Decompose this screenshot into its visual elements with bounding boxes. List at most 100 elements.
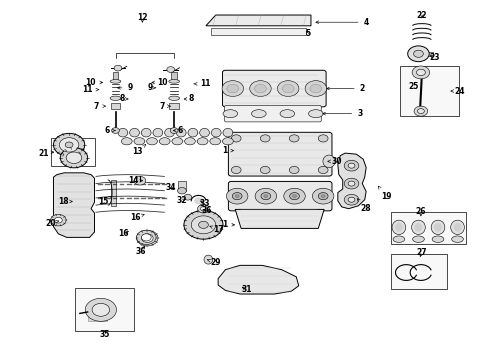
FancyBboxPatch shape xyxy=(224,105,321,122)
Ellipse shape xyxy=(185,138,196,145)
Ellipse shape xyxy=(169,80,179,83)
Bar xyxy=(211,28,306,35)
Text: 9: 9 xyxy=(118,83,133,92)
Ellipse shape xyxy=(147,138,157,145)
Text: 26: 26 xyxy=(416,207,426,216)
Bar xyxy=(391,212,466,244)
Circle shape xyxy=(200,207,206,211)
Circle shape xyxy=(255,84,267,93)
Text: 29: 29 xyxy=(207,258,221,267)
Circle shape xyxy=(348,197,355,202)
Text: 32: 32 xyxy=(176,196,187,205)
Circle shape xyxy=(344,194,359,205)
Circle shape xyxy=(261,193,271,200)
Circle shape xyxy=(137,230,158,246)
Text: 8: 8 xyxy=(119,94,128,103)
Text: 12: 12 xyxy=(137,13,147,22)
Ellipse shape xyxy=(454,223,462,231)
Ellipse shape xyxy=(323,155,335,168)
Circle shape xyxy=(414,106,428,116)
Polygon shape xyxy=(53,173,95,237)
Bar xyxy=(177,181,186,192)
Circle shape xyxy=(66,152,82,163)
Text: 14: 14 xyxy=(128,176,143,185)
Text: 8: 8 xyxy=(184,94,194,103)
Circle shape xyxy=(348,163,355,168)
Ellipse shape xyxy=(110,96,121,100)
Circle shape xyxy=(277,81,299,96)
Text: 3: 3 xyxy=(323,109,363,118)
Text: 16: 16 xyxy=(130,213,144,222)
Circle shape xyxy=(170,128,178,134)
Polygon shape xyxy=(218,265,299,294)
Ellipse shape xyxy=(395,223,403,231)
Ellipse shape xyxy=(393,236,405,242)
Circle shape xyxy=(114,65,122,71)
Circle shape xyxy=(142,234,151,241)
Ellipse shape xyxy=(159,138,170,145)
Text: 20: 20 xyxy=(45,219,59,228)
Circle shape xyxy=(197,204,209,213)
Circle shape xyxy=(59,138,79,152)
Circle shape xyxy=(235,195,239,198)
Text: 15: 15 xyxy=(98,197,112,206)
Circle shape xyxy=(85,298,117,321)
Circle shape xyxy=(313,188,334,204)
Circle shape xyxy=(293,195,296,198)
Text: 11: 11 xyxy=(82,85,99,94)
Text: 5: 5 xyxy=(305,29,310,38)
Circle shape xyxy=(344,178,359,189)
Circle shape xyxy=(416,69,425,76)
Circle shape xyxy=(232,193,242,200)
Bar xyxy=(50,138,95,166)
Ellipse shape xyxy=(130,129,140,137)
Circle shape xyxy=(414,50,423,57)
Circle shape xyxy=(318,135,328,142)
Text: 4: 4 xyxy=(316,18,369,27)
Text: 16: 16 xyxy=(119,229,129,238)
Ellipse shape xyxy=(413,236,424,242)
Ellipse shape xyxy=(251,110,266,118)
Ellipse shape xyxy=(451,220,465,234)
Circle shape xyxy=(255,188,276,204)
Circle shape xyxy=(290,193,299,200)
Circle shape xyxy=(321,195,325,198)
Ellipse shape xyxy=(172,138,183,145)
Text: 33: 33 xyxy=(200,199,210,208)
Text: 21: 21 xyxy=(38,149,54,158)
Circle shape xyxy=(412,66,430,79)
Text: 18: 18 xyxy=(58,197,73,206)
Ellipse shape xyxy=(210,138,220,145)
Text: 36: 36 xyxy=(135,246,146,256)
Text: 1: 1 xyxy=(222,220,235,229)
Ellipse shape xyxy=(118,129,128,137)
Circle shape xyxy=(289,166,299,174)
Text: 11: 11 xyxy=(194,80,210,89)
Ellipse shape xyxy=(211,129,221,137)
Ellipse shape xyxy=(432,236,444,242)
Ellipse shape xyxy=(223,110,238,118)
Text: 30: 30 xyxy=(328,157,342,166)
Text: 10: 10 xyxy=(85,78,102,87)
Polygon shape xyxy=(206,15,311,26)
Circle shape xyxy=(65,142,73,148)
Circle shape xyxy=(167,67,174,72)
Text: 36: 36 xyxy=(202,206,212,215)
Circle shape xyxy=(134,176,146,185)
Polygon shape xyxy=(338,153,366,209)
Circle shape xyxy=(60,148,88,168)
Circle shape xyxy=(318,166,328,174)
Circle shape xyxy=(54,217,62,223)
Text: 19: 19 xyxy=(378,186,392,201)
Text: 22: 22 xyxy=(416,10,427,19)
Circle shape xyxy=(417,109,424,114)
Text: 35: 35 xyxy=(99,330,109,339)
Circle shape xyxy=(231,135,241,142)
Ellipse shape xyxy=(199,129,209,137)
Text: 1: 1 xyxy=(222,146,234,155)
Circle shape xyxy=(344,160,359,171)
Text: 31: 31 xyxy=(241,285,252,294)
Ellipse shape xyxy=(122,138,132,145)
Bar xyxy=(169,103,179,109)
Circle shape xyxy=(92,303,110,316)
